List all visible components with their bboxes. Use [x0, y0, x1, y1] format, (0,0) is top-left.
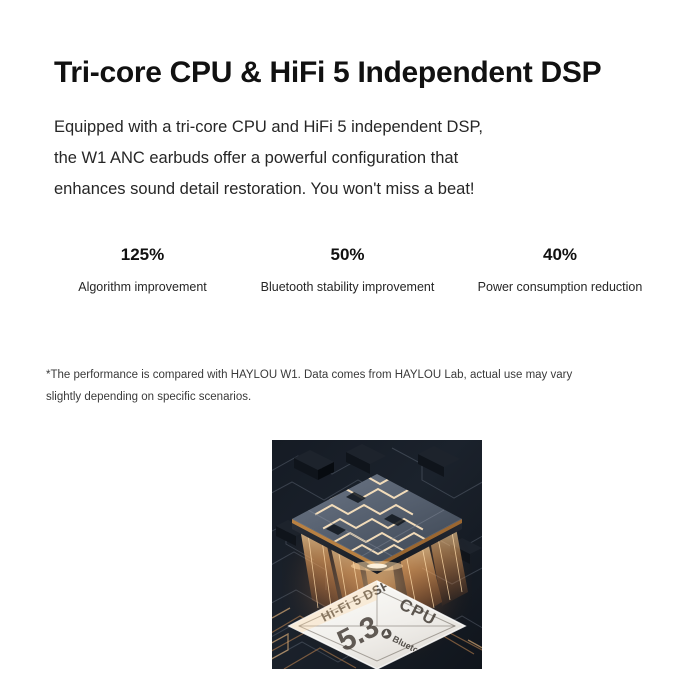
intro-paragraph: Equipped with a tri-core CPU and HiFi 5 …	[54, 112, 554, 205]
chip-image: Hi-Fi 5 DSP CPU 5.3 Bluetooth	[272, 440, 482, 669]
stat-item-algorithm: 125% Algorithm improvement	[40, 245, 245, 295]
footnote-line-1: *The performance is compared with HAYLOU…	[46, 369, 573, 381]
stat-item-power-consumption: 40% Power consumption reduction	[450, 245, 670, 295]
footnote-line-2: slightly depending on specific scenarios…	[46, 391, 252, 403]
stat-label: Algorithm improvement	[78, 280, 207, 294]
stat-value: 40%	[542, 245, 578, 264]
chip-emission	[351, 561, 403, 571]
stat-label: Bluetooth stability improvement	[260, 280, 435, 294]
page-title: Tri-core CPU & HiFi 5 Independent DSP	[54, 56, 602, 90]
footnote: *The performance is compared with HAYLOU…	[46, 364, 576, 408]
intro-line-2: the W1 ANC earbuds offer a powerful conf…	[54, 149, 459, 167]
intro-line-3: enhances sound detail restoration. You w…	[54, 180, 475, 198]
light-beams	[300, 528, 468, 634]
spec-panel	[287, 580, 467, 669]
chip-illustration: Hi-Fi 5 DSP CPU 5.3 Bluetooth	[272, 440, 482, 669]
stat-value: 125%	[120, 245, 165, 264]
intro-line-1: Equipped with a tri-core CPU and HiFi 5 …	[54, 118, 483, 136]
stat-label: Power consumption reduction	[477, 280, 643, 294]
stat-item-bluetooth-stability: 50% Bluetooth stability improvement	[245, 245, 450, 295]
stats-row: 125% Algorithm improvement 50% Bluetooth…	[40, 245, 670, 295]
stat-value: 50%	[330, 245, 365, 264]
pcb-traces-foreground	[272, 607, 482, 660]
chip-pads	[326, 492, 406, 535]
